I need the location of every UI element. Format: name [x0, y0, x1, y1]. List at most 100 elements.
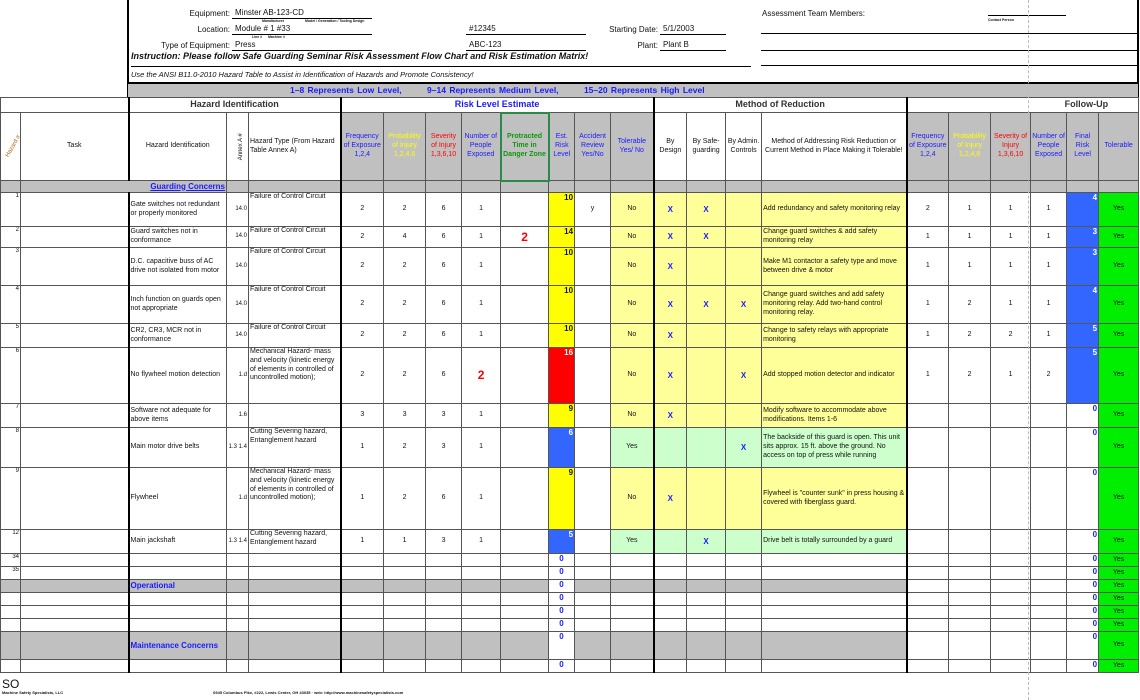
followup-frequency[interactable] [905, 618, 950, 632]
team-member-line-3[interactable] [761, 65, 1138, 66]
protracted-time[interactable] [500, 192, 550, 227]
hazard-identification[interactable]: Main jackshaft [127, 529, 227, 554]
accident-review[interactable] [574, 566, 612, 580]
protracted-time[interactable] [500, 427, 550, 468]
severity[interactable] [425, 659, 463, 673]
annex-ref[interactable]: 1.6 [226, 403, 249, 428]
people-exposed[interactable]: 1 [461, 285, 502, 324]
by-safeguarding[interactable] [686, 553, 727, 567]
by-safeguarding[interactable] [686, 659, 727, 673]
by-design[interactable]: X [652, 403, 688, 428]
annex-ref[interactable] [226, 618, 249, 632]
annex-ref[interactable]: 14.0 [226, 226, 249, 248]
followup-people[interactable] [1030, 553, 1068, 567]
annex-ref[interactable]: 14.0 [226, 192, 249, 227]
task[interactable] [20, 192, 129, 227]
followup-severity[interactable]: 1 [990, 226, 1032, 248]
by-admin[interactable] [725, 592, 763, 606]
frequency[interactable] [339, 592, 385, 606]
accident-review[interactable] [574, 403, 612, 428]
accident-review[interactable] [574, 285, 612, 324]
hazard-type[interactable] [247, 659, 342, 673]
hazard-type[interactable]: Failure of Control Circuit [247, 323, 342, 348]
people-exposed[interactable] [461, 631, 502, 660]
probability[interactable]: 4 [383, 226, 427, 248]
annex-ref[interactable]: 1.d [226, 467, 249, 530]
followup-frequency[interactable] [905, 403, 950, 428]
hazard-type[interactable] [247, 553, 342, 567]
task[interactable] [20, 323, 129, 348]
frequency[interactable]: 1 [339, 467, 385, 530]
accident-review[interactable] [574, 659, 612, 673]
by-safeguarding[interactable]: X [686, 192, 727, 227]
followup-frequency[interactable]: 1 [905, 247, 950, 286]
followup-probability[interactable] [948, 553, 992, 567]
by-admin[interactable]: X [725, 427, 763, 468]
hazard-identification[interactable]: Flywheel [127, 467, 227, 530]
accident-review[interactable] [574, 618, 612, 632]
tolerable[interactable] [610, 566, 655, 580]
followup-people[interactable] [1030, 605, 1068, 619]
followup-people[interactable]: 1 [1030, 285, 1068, 324]
severity[interactable] [425, 605, 463, 619]
followup-frequency[interactable] [905, 605, 950, 619]
hazard-type[interactable]: Failure of Control Circuit [247, 285, 342, 324]
severity[interactable]: 6 [425, 347, 463, 404]
reduction-method[interactable] [761, 592, 908, 606]
followup-people[interactable] [1030, 618, 1068, 632]
probability[interactable]: 2 [383, 427, 427, 468]
followup-people[interactable] [1030, 579, 1068, 593]
by-safeguarding[interactable] [686, 323, 727, 348]
hazard-identification[interactable]: Main motor drive belts [127, 427, 227, 468]
people-exposed[interactable]: 1 [461, 529, 502, 554]
tolerable[interactable]: No [610, 403, 655, 428]
hazard-identification[interactable]: D.C. capacitive buss of AC drive not iso… [127, 247, 227, 286]
annex-ref[interactable]: 14.0 [226, 285, 249, 324]
followup-frequency[interactable] [905, 566, 950, 580]
tolerable[interactable] [610, 553, 655, 567]
by-admin[interactable] [725, 192, 763, 227]
accident-review[interactable] [574, 631, 612, 660]
by-safeguarding[interactable] [686, 467, 727, 530]
tolerable[interactable] [610, 579, 655, 593]
by-safeguarding[interactable] [686, 347, 727, 404]
accident-review[interactable] [574, 553, 612, 567]
by-admin[interactable] [725, 529, 763, 554]
hazard-identification[interactable]: Gate switches not redundant or properly … [127, 192, 227, 227]
reduction-method[interactable]: The backside of this guard is open. This… [761, 427, 908, 468]
followup-severity[interactable] [990, 579, 1032, 593]
people-exposed[interactable] [461, 553, 502, 567]
frequency[interactable] [339, 605, 385, 619]
people-exposed[interactable] [461, 579, 502, 593]
hazard-type[interactable]: Failure of Control Circuit [247, 192, 342, 227]
followup-frequency[interactable]: 1 [905, 347, 950, 404]
probability[interactable]: 1 [383, 529, 427, 554]
reduction-method[interactable]: Add stopped motion detector and indicato… [761, 347, 908, 404]
annex-ref[interactable] [226, 631, 249, 660]
followup-severity[interactable] [990, 403, 1032, 428]
followup-severity[interactable] [990, 631, 1032, 660]
by-safeguarding[interactable] [686, 566, 727, 580]
people-exposed[interactable]: 1 [461, 226, 502, 248]
followup-frequency[interactable] [905, 659, 950, 673]
reduction-method[interactable]: Modify software to accommodate above mod… [761, 403, 908, 428]
team-member-line-1[interactable] [761, 33, 1138, 34]
task[interactable] [20, 566, 129, 580]
protracted-time[interactable] [500, 323, 550, 348]
followup-probability[interactable] [948, 592, 992, 606]
reduction-method[interactable]: Add redundancy and safety monitoring rel… [761, 192, 908, 227]
task[interactable] [20, 285, 129, 324]
followup-people[interactable]: 2 [1030, 347, 1068, 404]
followup-people[interactable] [1030, 566, 1068, 580]
severity[interactable]: 6 [425, 467, 463, 530]
severity[interactable] [425, 553, 463, 567]
annex-ref[interactable]: 1.d [226, 347, 249, 404]
by-admin[interactable] [725, 323, 763, 348]
followup-probability[interactable]: 1 [948, 192, 992, 227]
hazard-identification[interactable]: No flywheel motion detection [127, 347, 227, 404]
frequency[interactable]: 2 [339, 192, 385, 227]
frequency[interactable] [339, 659, 385, 673]
people-exposed[interactable] [461, 605, 502, 619]
by-design[interactable]: X [652, 285, 688, 324]
hazard-type[interactable] [247, 566, 342, 580]
